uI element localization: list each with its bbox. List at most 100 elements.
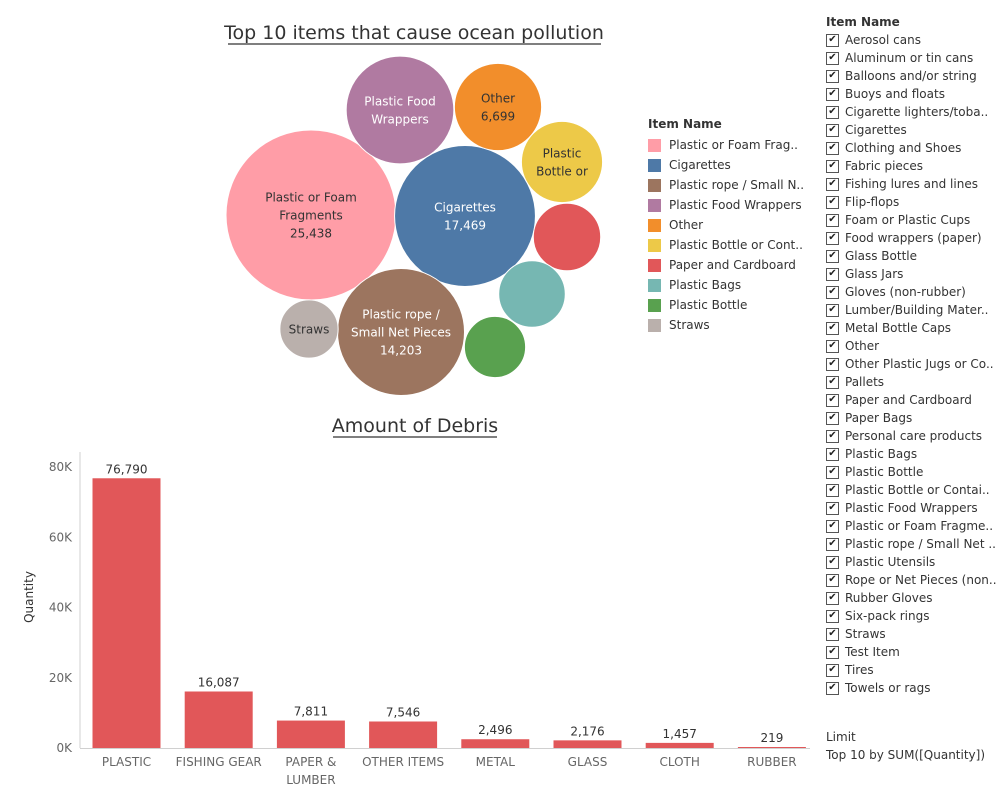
filter-item[interactable]: ✔ Rope or Net Pieces (non.. — [826, 571, 997, 589]
filter-item[interactable]: ✔ Test Item — [826, 643, 997, 661]
checkbox-checked-icon[interactable]: ✔ — [826, 249, 839, 263]
checkbox-checked-icon[interactable]: ✔ — [826, 627, 839, 641]
checkbox-checked-icon[interactable]: ✔ — [826, 213, 839, 227]
checkbox-checked-icon[interactable]: ✔ — [826, 123, 839, 137]
checkbox-checked-icon[interactable]: ✔ — [826, 537, 839, 551]
filter-item[interactable]: ✔ Personal care products — [826, 427, 997, 445]
bar[interactable] — [92, 478, 161, 748]
legend-item[interactable]: Plastic Bottle or Cont.. — [648, 235, 804, 255]
bubble-plastic-food-wrappers[interactable]: Plastic Food Wrappers — [345, 55, 455, 165]
filter-item[interactable]: ✔ Balloons and/or string — [826, 67, 997, 85]
filter-item[interactable]: ✔ Cigarettes — [826, 121, 997, 139]
checkbox-checked-icon[interactable]: ✔ — [826, 465, 839, 479]
checkbox-checked-icon[interactable]: ✔ — [826, 681, 839, 695]
legend-item[interactable]: Plastic or Foam Frag.. — [648, 135, 804, 155]
checkbox-checked-icon[interactable]: ✔ — [826, 177, 839, 191]
filter-item[interactable]: ✔ Plastic or Foam Fragme.. — [826, 517, 997, 535]
filter-item[interactable]: ✔ Other Plastic Jugs or Co.. — [826, 355, 997, 373]
filter-item[interactable]: ✔ Gloves (non-rubber) — [826, 283, 997, 301]
filter-item[interactable]: ✔ Food wrappers (paper) — [826, 229, 997, 247]
checkbox-checked-icon[interactable]: ✔ — [826, 411, 839, 425]
checkbox-checked-icon[interactable]: ✔ — [826, 375, 839, 389]
checkbox-checked-icon[interactable]: ✔ — [826, 591, 839, 605]
checkbox-checked-icon[interactable]: ✔ — [826, 393, 839, 407]
checkbox-checked-icon[interactable]: ✔ — [826, 285, 839, 299]
bubble-paper-and-cardboard[interactable] — [532, 202, 602, 272]
checkbox-checked-icon[interactable]: ✔ — [826, 69, 839, 83]
checkbox-checked-icon[interactable]: ✔ — [826, 87, 839, 101]
filter-item[interactable]: ✔ Foam or Plastic Cups — [826, 211, 997, 229]
bar[interactable] — [369, 721, 438, 748]
bubble-plastic-bags[interactable] — [498, 260, 566, 328]
filter-item[interactable]: ✔ Plastic Utensils — [826, 553, 997, 571]
filter-item[interactable]: ✔ Fishing lures and lines — [826, 175, 997, 193]
filter-item[interactable]: ✔ Aerosol cans — [826, 31, 997, 49]
filter-item[interactable]: ✔ Plastic rope / Small Net .. — [826, 535, 997, 553]
bubble-plastic-bottle-or-container[interactable]: Plastic Bottle or — [520, 120, 604, 204]
bar[interactable] — [553, 740, 622, 748]
bubble-straws[interactable]: Straws — [279, 299, 339, 359]
filter-item[interactable]: ✔ Plastic Bottle — [826, 463, 997, 481]
checkbox-checked-icon[interactable]: ✔ — [826, 357, 839, 371]
filter-item[interactable]: ✔ Glass Jars — [826, 265, 997, 283]
bubble-plastic-rope-small-net-pieces[interactable]: Plastic rope / Small Net Pieces 14,203 — [336, 267, 466, 397]
filter-item[interactable]: ✔ Flip-flops — [826, 193, 997, 211]
filter-item[interactable]: ✔ Towels or rags — [826, 679, 997, 697]
bubble-cigarettes[interactable]: Cigarettes 17,469 — [394, 145, 536, 287]
filter-item[interactable]: ✔ Aluminum or tin cans — [826, 49, 997, 67]
legend-item[interactable]: Other — [648, 215, 804, 235]
checkbox-checked-icon[interactable]: ✔ — [826, 447, 839, 461]
bar[interactable] — [645, 742, 714, 748]
checkbox-checked-icon[interactable]: ✔ — [826, 51, 839, 65]
checkbox-checked-icon[interactable]: ✔ — [826, 555, 839, 569]
filter-item[interactable]: ✔ Glass Bottle — [826, 247, 997, 265]
checkbox-checked-icon[interactable]: ✔ — [826, 573, 839, 587]
filter-item[interactable]: ✔ Plastic Bags — [826, 445, 997, 463]
checkbox-checked-icon[interactable]: ✔ — [826, 195, 839, 209]
filter-item[interactable]: ✔ Other — [826, 337, 997, 355]
filter-item[interactable]: ✔ Paper Bags — [826, 409, 997, 427]
filter-item[interactable]: ✔ Straws — [826, 625, 997, 643]
checkbox-checked-icon[interactable]: ✔ — [826, 159, 839, 173]
legend-item[interactable]: Plastic Bags — [648, 275, 804, 295]
bar[interactable] — [737, 747, 806, 748]
filter-item[interactable]: ✔ Plastic Bottle or Contai.. — [826, 481, 997, 499]
checkbox-checked-icon[interactable]: ✔ — [826, 645, 839, 659]
bar[interactable] — [184, 691, 253, 748]
checkbox-checked-icon[interactable]: ✔ — [826, 483, 839, 497]
legend-item[interactable]: Straws — [648, 315, 804, 335]
checkbox-checked-icon[interactable]: ✔ — [826, 33, 839, 47]
legend-item[interactable]: Plastic rope / Small N.. — [648, 175, 804, 195]
checkbox-checked-icon[interactable]: ✔ — [826, 231, 839, 245]
filter-item[interactable]: ✔ Fabric pieces — [826, 157, 997, 175]
legend-item[interactable]: Cigarettes — [648, 155, 804, 175]
checkbox-checked-icon[interactable]: ✔ — [826, 267, 839, 281]
filter-item[interactable]: ✔ Clothing and Shoes — [826, 139, 997, 157]
filter-item[interactable]: ✔ Lumber/Building Mater.. — [826, 301, 997, 319]
legend-item[interactable]: Plastic Food Wrappers — [648, 195, 804, 215]
checkbox-checked-icon[interactable]: ✔ — [826, 303, 839, 317]
checkbox-checked-icon[interactable]: ✔ — [826, 519, 839, 533]
checkbox-checked-icon[interactable]: ✔ — [826, 339, 839, 353]
checkbox-checked-icon[interactable]: ✔ — [826, 501, 839, 515]
filter-item[interactable]: ✔ Tires — [826, 661, 997, 679]
bar[interactable] — [461, 739, 530, 748]
filter-item[interactable]: ✔ Six-pack rings — [826, 607, 997, 625]
filter-item[interactable]: ✔ Rubber Gloves — [826, 589, 997, 607]
filter-item[interactable]: ✔ Metal Bottle Caps — [826, 319, 997, 337]
checkbox-checked-icon[interactable]: ✔ — [826, 663, 839, 677]
filter-item[interactable]: ✔ Paper and Cardboard — [826, 391, 997, 409]
filter-item[interactable]: ✔ Cigarette lighters/toba.. — [826, 103, 997, 121]
legend-item[interactable]: Paper and Cardboard — [648, 255, 804, 275]
filter-item[interactable]: ✔ Plastic Food Wrappers — [826, 499, 997, 517]
filter-item[interactable]: ✔ Buoys and floats — [826, 85, 997, 103]
checkbox-checked-icon[interactable]: ✔ — [826, 105, 839, 119]
checkbox-checked-icon[interactable]: ✔ — [826, 321, 839, 335]
bar[interactable] — [276, 720, 345, 748]
legend-item[interactable]: Plastic Bottle — [648, 295, 804, 315]
bubble-plastic-bottle[interactable] — [463, 315, 527, 379]
bubble-other[interactable]: Other 6,699 — [453, 62, 543, 152]
checkbox-checked-icon[interactable]: ✔ — [826, 429, 839, 443]
checkbox-checked-icon[interactable]: ✔ — [826, 609, 839, 623]
checkbox-checked-icon[interactable]: ✔ — [826, 141, 839, 155]
